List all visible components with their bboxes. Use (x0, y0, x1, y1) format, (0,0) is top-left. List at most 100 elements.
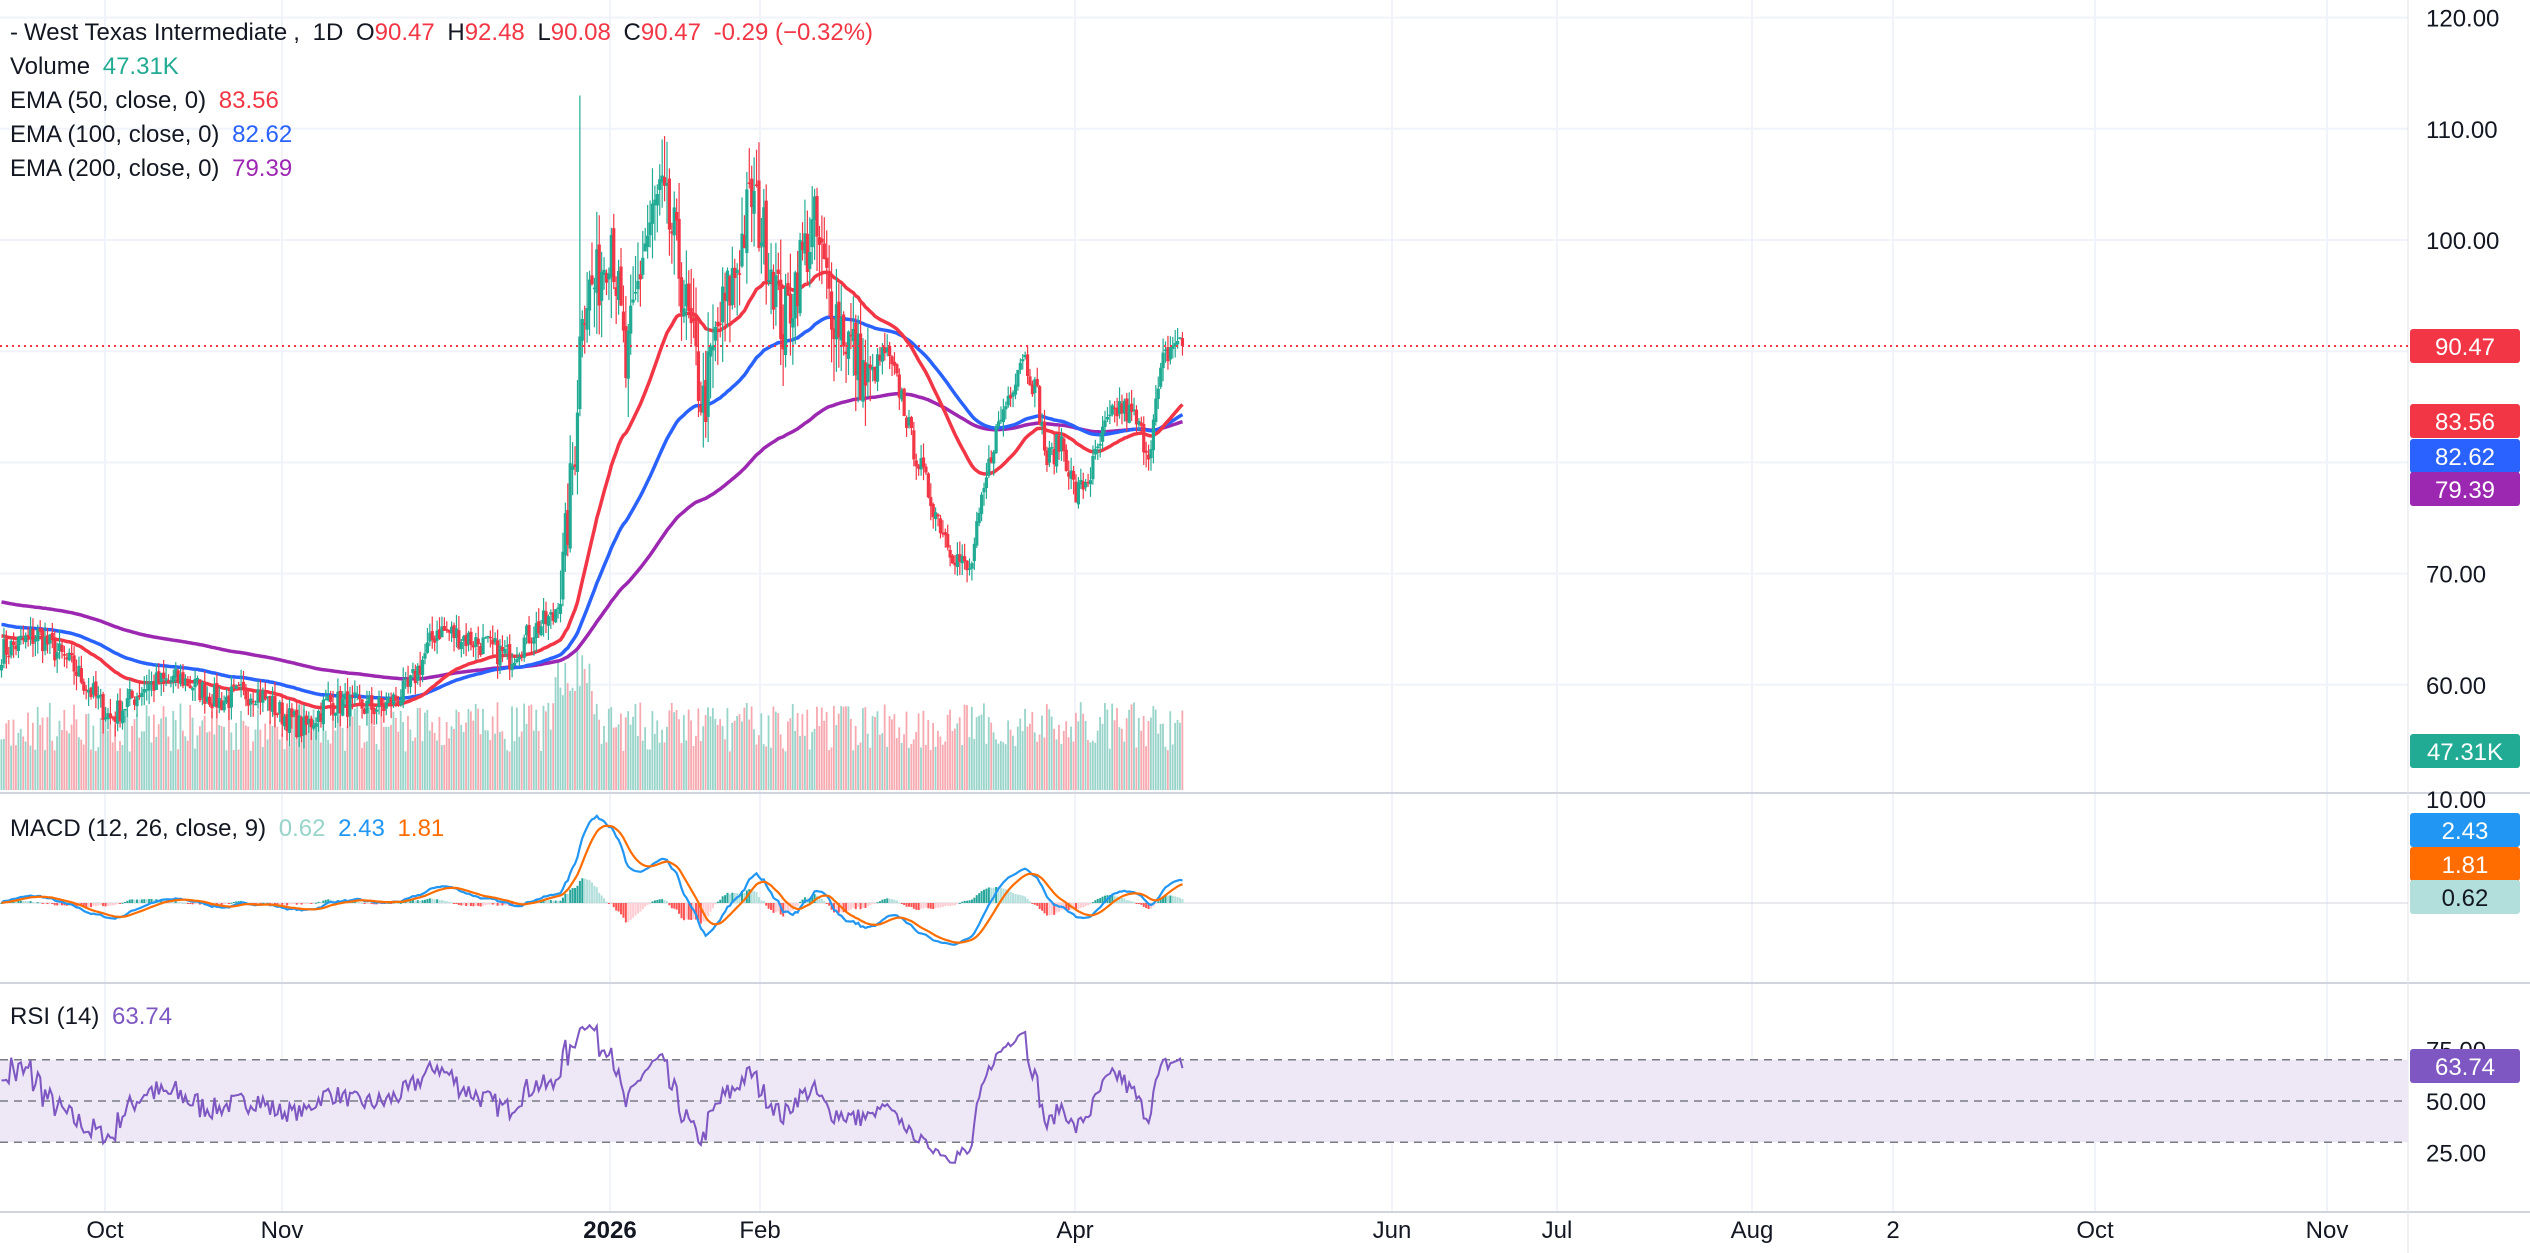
volume-bar (992, 732, 995, 790)
volume-legend[interactable]: Volume 47.31K (10, 50, 185, 84)
volume-bar (438, 716, 441, 790)
macd-histogram-bar (929, 903, 932, 909)
ema50-legend[interactable]: EMA (50, close, 0) 83.56 (10, 84, 285, 118)
macd-histogram-bar (491, 903, 494, 905)
high-value: 92.48 (464, 19, 525, 46)
volume-bar (162, 706, 165, 790)
volume-bar (869, 747, 872, 790)
candle-body (786, 283, 790, 296)
candle-body (856, 333, 860, 381)
candle-body (1074, 481, 1078, 503)
macd-histogram-bar (578, 880, 581, 903)
macd-histogram-bar (910, 903, 913, 908)
macd-histogram-bar (636, 903, 639, 914)
macd-histogram-bar (90, 903, 93, 908)
candle-body (270, 695, 275, 712)
candle-body (781, 334, 785, 350)
macd-histogram-bar (1082, 903, 1085, 908)
macd-histogram-bar (506, 903, 509, 905)
macd-histogram-bar (407, 900, 410, 903)
macd-histogram-bar (123, 902, 126, 904)
candle-body (74, 671, 79, 676)
candle-body (914, 460, 918, 467)
ema200-legend[interactable]: EMA (200, close, 0) 79.39 (10, 152, 298, 186)
macd-histogram-bar (269, 903, 272, 904)
volume-bar (515, 707, 518, 790)
volume-bar (1145, 746, 1147, 790)
volume-bar (339, 715, 342, 790)
volume-bar (721, 726, 724, 790)
macd-histogram-bar (699, 903, 702, 924)
volume-bar (963, 704, 966, 790)
macd-histogram-bar (903, 903, 906, 906)
macd-histogram-bar (237, 901, 240, 903)
macd-signal-line (1, 824, 1183, 944)
macd-histogram-bar (847, 903, 850, 911)
volume-bar (334, 730, 337, 790)
volume-bar (370, 703, 373, 790)
volume-bar (453, 729, 455, 790)
candle-body (742, 235, 747, 248)
macd-histogram-bar (711, 903, 714, 909)
candle-body (537, 621, 541, 634)
volume-bar (73, 704, 75, 790)
candle-body (33, 639, 37, 642)
candle-body (217, 697, 221, 708)
signal-badge: 1.81 (2410, 847, 2520, 881)
volume-bar (17, 732, 20, 790)
macd-histogram-bar (440, 900, 443, 903)
volume-bar (1031, 711, 1034, 790)
volume-bar (1043, 737, 1046, 790)
candle-body (387, 697, 391, 703)
macd-legend[interactable]: MACD (12, 26, close, 9) 0.62 2.43 1.81 (10, 812, 450, 846)
volume-bar (182, 730, 184, 790)
macd-histogram-bar (419, 900, 422, 903)
volume-bar (247, 726, 250, 790)
candle-body (667, 178, 672, 230)
volume-bar (479, 734, 482, 790)
candle-body (401, 680, 405, 703)
candle-body (375, 709, 379, 712)
macd-histogram-bar (1084, 903, 1087, 907)
volume-bar (915, 731, 918, 790)
candle-body (800, 241, 805, 251)
candle-body (1108, 414, 1112, 417)
candle-body (1084, 482, 1088, 488)
macd-histogram-bar (641, 903, 644, 910)
ema50-value: 83.56 (218, 87, 279, 114)
macd-histogram-bar (583, 878, 586, 903)
volume-bar (903, 734, 905, 790)
time-axis-label: Apr (1056, 1217, 1093, 1244)
candle-body (1011, 392, 1015, 397)
candle-body (266, 696, 270, 698)
macd-histogram-bar (559, 900, 562, 903)
volume-bar (1154, 709, 1157, 790)
volume-bar (358, 725, 361, 790)
macd-histogram-bar (1179, 897, 1182, 903)
macd-histogram-bar (1181, 899, 1184, 903)
close-label: C (623, 19, 641, 46)
macd-histogram-bar (970, 899, 973, 903)
candle-body (227, 695, 231, 709)
candle-body (147, 683, 151, 691)
macd-histogram-bar (494, 903, 497, 905)
macd-badge: 2.43 (2410, 813, 2520, 847)
volume-bar (891, 719, 893, 790)
candle-body (232, 684, 236, 687)
candle-body (675, 212, 679, 221)
ema100-legend[interactable]: EMA (100, close, 0) 82.62 (10, 118, 298, 152)
candle-body (26, 634, 30, 637)
macd-histogram-bar (770, 903, 773, 910)
candle-body (108, 713, 112, 718)
candle-body (888, 345, 892, 357)
collapse-dash-icon[interactable]: - (10, 19, 18, 46)
candle-body (1137, 421, 1141, 425)
candle-body (941, 532, 945, 535)
rsi-legend[interactable]: RSI (14) 63.74 (10, 1000, 178, 1034)
volume-bar (888, 716, 891, 790)
ema100-line (1, 315, 1184, 701)
volume-bar (317, 711, 320, 790)
volume-bar (469, 711, 472, 790)
macd-histogram-bar (673, 903, 676, 909)
